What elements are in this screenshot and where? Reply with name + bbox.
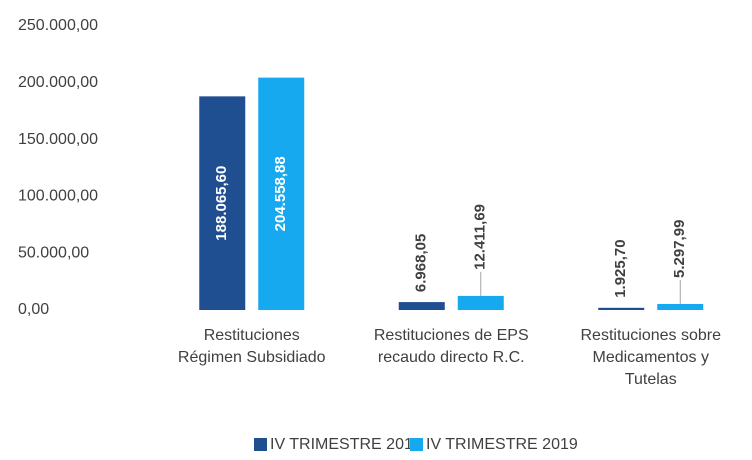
x-tick-label: Restituciones sobre (580, 327, 721, 344)
x-tick-label: Restituciones (204, 327, 300, 344)
y-tick-label: 0,00 (18, 301, 49, 318)
legend-swatch (254, 438, 267, 451)
x-tick-label: Medicamentos y (593, 349, 710, 366)
y-tick-label: 150.000,00 (18, 131, 98, 148)
bar (598, 307, 645, 310)
y-tick-label: 50.000,00 (18, 244, 89, 261)
data-label: 5.297,99 (671, 220, 688, 278)
bar (398, 302, 445, 310)
legend-label: IV TRIMESTRE 2018 (270, 436, 422, 453)
bar (199, 96, 246, 310)
data-label: 1.925,70 (612, 239, 629, 297)
data-label: 6.968,05 (413, 234, 430, 292)
x-tick-label: Restituciones de EPS (374, 327, 529, 344)
data-label: 204.558,88 (272, 156, 289, 231)
y-tick-label: 200.000,00 (18, 74, 98, 91)
legend-swatch (410, 438, 423, 451)
x-tick-label: Régimen Subsidiado (178, 349, 326, 366)
y-tick-label: 100.000,00 (18, 188, 98, 205)
data-label: 188.065,60 (213, 166, 230, 241)
x-tick-label: recaudo directo R.C. (378, 349, 525, 366)
bar (258, 77, 305, 310)
y-tick-label: 250.000,00 (18, 17, 98, 34)
legend-label: IV TRIMESTRE 2019 (426, 436, 578, 453)
data-label: 12.411,69 (472, 204, 489, 270)
bar (657, 303, 704, 310)
x-tick-label: Tutelas (625, 371, 677, 388)
bar (457, 295, 504, 310)
